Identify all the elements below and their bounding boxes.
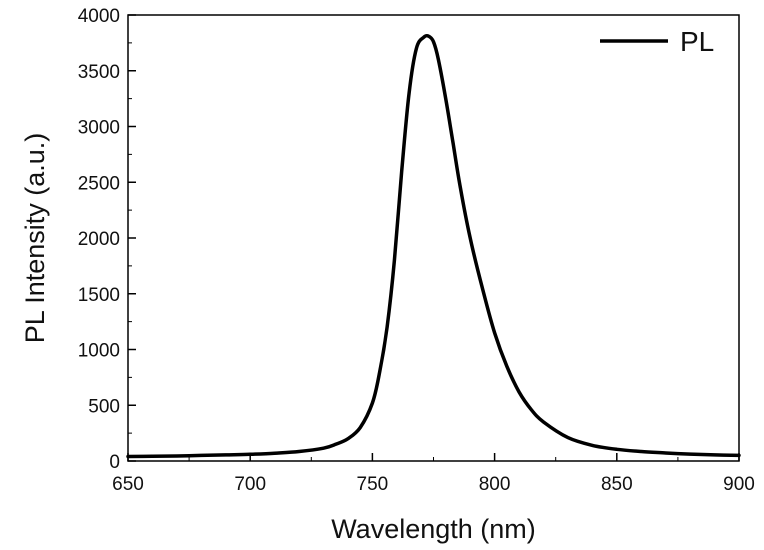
legend: PL xyxy=(600,26,714,57)
x-tick-label: 900 xyxy=(723,474,755,495)
x-tick-label: 800 xyxy=(479,474,511,495)
series-line-pl xyxy=(126,33,741,459)
y-tick-label: 4000 xyxy=(78,6,120,27)
y-tick-label: 0 xyxy=(109,452,120,473)
x-tick-label: 850 xyxy=(601,474,633,495)
y-tick-label: 2500 xyxy=(78,173,120,194)
y-tick-label: 500 xyxy=(88,396,120,417)
x-axis-title: Wavelength (nm) xyxy=(331,514,536,544)
legend-label-pl: PL xyxy=(680,26,714,57)
y-axis-ticks: 0 500 1000 1500 2000 2500 3000 3500 4000 xyxy=(78,6,136,473)
plot-frame xyxy=(127,14,740,462)
x-tick-label: 700 xyxy=(234,474,266,495)
y-axis-title: PL Intensity (a.u.) xyxy=(20,133,50,344)
y-tick-label: 3500 xyxy=(78,62,120,83)
y-tick-label: 3000 xyxy=(78,118,120,139)
x-tick-label: 650 xyxy=(112,474,144,495)
y-tick-label: 1000 xyxy=(78,341,120,362)
y-tick-label: 2000 xyxy=(78,229,120,250)
y-tick-label: 1500 xyxy=(78,285,120,306)
x-axis-ticks: 650 700 750 800 850 900 xyxy=(112,453,755,495)
series-layer xyxy=(126,33,741,459)
x-tick-label: 750 xyxy=(357,474,389,495)
